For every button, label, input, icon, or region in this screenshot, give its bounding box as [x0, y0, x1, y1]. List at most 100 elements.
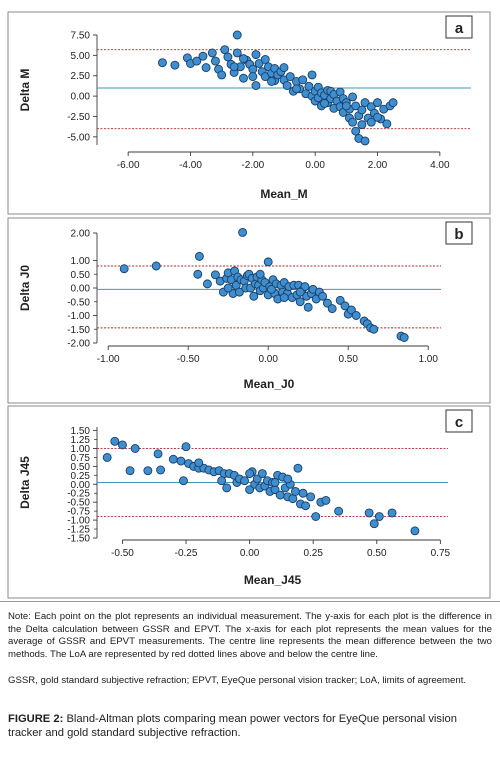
data-point — [245, 485, 255, 495]
data-point — [192, 56, 202, 66]
data-point — [267, 76, 276, 86]
data-point — [351, 311, 361, 320]
y-tick-label: 7.50 — [71, 31, 91, 42]
y-tick-label: 1.00 — [71, 444, 91, 455]
data-point — [251, 81, 261, 90]
data-point — [194, 251, 204, 261]
data-point — [369, 519, 379, 529]
data-point — [340, 301, 350, 311]
data-point — [298, 75, 308, 85]
x-tick-label: -2.00 — [241, 160, 264, 171]
y-tick-label: -0.75 — [67, 507, 90, 518]
data-point — [234, 287, 244, 297]
data-point — [298, 488, 308, 498]
y-tick-label: 1.50 — [71, 426, 91, 437]
x-tick-label: 4.00 — [430, 160, 450, 171]
data-point — [346, 305, 356, 315]
data-point — [307, 70, 317, 80]
data-point — [181, 442, 191, 452]
data-point — [170, 60, 180, 70]
data-point — [290, 487, 300, 496]
data-point — [275, 490, 285, 500]
y-axis-title: Delta J45 — [18, 456, 32, 509]
data-point — [153, 449, 163, 459]
data-point — [366, 117, 376, 127]
data-point — [254, 59, 264, 68]
y-tick-label: -1.25 — [67, 525, 90, 536]
data-point — [295, 287, 305, 297]
data-point — [348, 92, 358, 102]
data-point — [143, 466, 153, 476]
data-point — [240, 476, 249, 486]
figure-caption-text: Bland-Altman plots comparing mean power … — [8, 713, 457, 739]
data-point — [217, 476, 227, 486]
data-point — [156, 465, 166, 475]
data-point — [301, 501, 311, 511]
data-point — [373, 112, 382, 122]
data-point — [283, 474, 293, 484]
y-tick-label: -1.00 — [67, 516, 90, 527]
data-point — [251, 50, 261, 60]
data-point — [248, 64, 258, 74]
panel-letter-box — [445, 221, 473, 245]
data-point — [318, 291, 328, 301]
data-point — [293, 463, 303, 473]
data-point — [232, 48, 242, 58]
x-tick-label: -0.50 — [177, 354, 200, 365]
figure-label: FIGURE 2: — [8, 713, 64, 725]
data-point — [151, 261, 161, 271]
data-point — [179, 476, 188, 486]
x-tick-label: -1.00 — [97, 354, 120, 365]
data-point — [373, 98, 382, 108]
y-axis-title: Delta J0 — [18, 265, 32, 311]
y-tick-label: 2.50 — [71, 71, 91, 82]
abbreviations-note: GSSR, gold standard subjective refractio… — [8, 675, 467, 686]
panel-letter: a — [455, 20, 464, 37]
x-tick-label: 0.00 — [305, 160, 325, 171]
data-point — [245, 469, 255, 478]
data-point — [306, 492, 316, 502]
data-point — [270, 478, 280, 487]
data-point — [168, 454, 178, 464]
data-point — [292, 84, 301, 94]
caption-divider — [0, 601, 500, 602]
data-point — [263, 257, 273, 267]
y-tick-label: 0.50 — [71, 462, 91, 473]
x-tick-label: 0.00 — [240, 548, 260, 559]
data-point — [249, 291, 259, 301]
y-tick-label: -0.25 — [67, 489, 90, 500]
data-point — [102, 452, 112, 462]
data-point — [266, 284, 276, 294]
data-point — [282, 81, 292, 90]
data-point — [260, 54, 270, 64]
panel-b: b 2.00 1.00 0.00 -1.00 -2.00 0.50 -0.50 -1.50 -1.… — [7, 217, 491, 404]
data-point — [223, 283, 233, 293]
data-point — [357, 120, 367, 130]
y-tick-label: -5.00 — [67, 132, 90, 143]
x-tick-label: -0.25 — [175, 548, 198, 559]
data-point — [369, 324, 379, 334]
data-point — [357, 105, 367, 115]
data-point — [176, 456, 186, 466]
data-point — [295, 297, 305, 307]
x-tick-label: -6.00 — [117, 160, 140, 171]
data-point — [285, 72, 295, 82]
data-point — [210, 270, 220, 280]
data-point — [130, 444, 140, 453]
y-tick-label: -1.50 — [67, 534, 90, 545]
data-point — [198, 51, 208, 61]
y-tick-label: -2.50 — [67, 112, 90, 123]
x-tick-label: 0.75 — [431, 548, 451, 559]
data-point — [229, 62, 239, 72]
panel-c: c 1.50 1.00 0.50 0.00 -0.50 -1.00 -1.50 1.25 0.75… — [7, 405, 491, 599]
data-point — [217, 70, 227, 80]
x-tick-label: 2.00 — [368, 160, 388, 171]
y-tick-label: 0.00 — [71, 480, 91, 491]
data-point — [360, 136, 370, 146]
data-point — [157, 58, 167, 68]
panel-frame — [7, 405, 491, 599]
data-point — [207, 48, 217, 58]
data-point — [125, 466, 135, 476]
data-point — [399, 333, 409, 342]
figure-caption: FIGURE 2: Bland-Altman plots comparing m… — [8, 712, 492, 740]
